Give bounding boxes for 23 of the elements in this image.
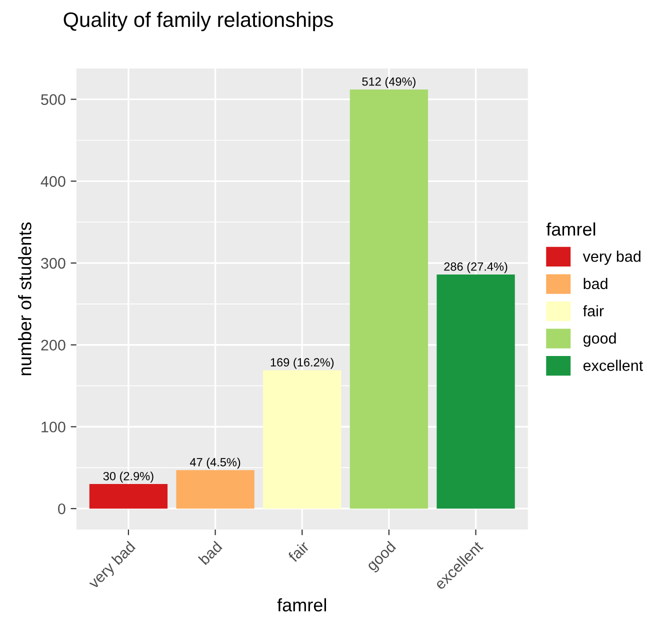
data-label: 47 (4.5%)	[190, 458, 240, 469]
x-axis-title: famrel	[277, 598, 326, 612]
data-label: 169 (16.2%)	[270, 358, 334, 369]
y-tick-label: 400	[40, 176, 66, 187]
legend-label: good	[583, 332, 616, 347]
legend-label: bad	[584, 278, 608, 290]
data-label: 286 (27.4%)	[444, 262, 508, 274]
y-tick-label: 300	[41, 258, 66, 269]
x-tick-label: very bad	[87, 540, 138, 592]
data-label: 30 (2.9%)	[103, 472, 154, 483]
y-tick-label: 500	[41, 94, 66, 105]
y-tick-label: 100	[42, 422, 66, 432]
legend-label: very bad	[582, 250, 640, 265]
legend-label: fair	[583, 305, 604, 316]
legend-label: excellent	[583, 360, 643, 371]
y-tick-label: 200	[41, 340, 66, 351]
chart-title: Quality of family relationships	[64, 12, 334, 32]
x-tick-label: bad	[198, 540, 223, 566]
y-tick-label: 0	[58, 503, 66, 514]
y-axis-title: number of students	[18, 222, 32, 376]
data-label: 512 (49%)	[362, 77, 416, 88]
x-tick-label: fair	[287, 540, 310, 563]
legend-title: famrel	[546, 222, 596, 236]
